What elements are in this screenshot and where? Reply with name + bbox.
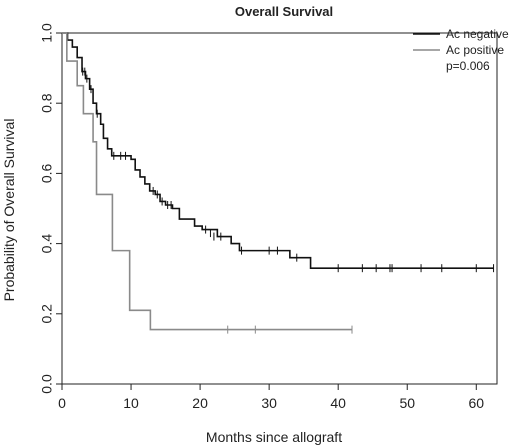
legend: Ac negative Ac positive p=0.006: [413, 27, 509, 73]
x-tick-label: 10: [123, 395, 139, 411]
legend-label-ac-positive: Ac positive: [446, 43, 504, 57]
x-tick-label: 0: [58, 395, 66, 411]
x-tick-label: 50: [399, 395, 415, 411]
x-tick-label: 40: [330, 395, 346, 411]
series-layer: [62, 32, 495, 334]
y-tick-label: 0.8: [39, 93, 55, 113]
axes: 0 10 20 30 40 50 60 0.0 0.2 0.4 0.6 0.8 1.0: [39, 23, 498, 411]
y-tick-label: 0.2: [39, 304, 55, 324]
y-tick-label: 0.6: [39, 163, 55, 183]
legend-label-ac-negative: Ac negative: [446, 27, 509, 41]
y-tick-label: 0.0: [39, 374, 55, 394]
series-line-ac-positive: [62, 32, 352, 331]
series-line-ac-negative: [62, 32, 494, 269]
p-value-annotation: p=0.006: [446, 59, 490, 73]
chart-title: Overall Survival: [235, 4, 333, 19]
plot-frame: [61, 32, 498, 385]
y-axis-label: Probability of Overall Survival: [1, 119, 17, 302]
x-tick-label: 60: [468, 395, 484, 411]
y-tick-label: 0.4: [39, 234, 55, 254]
x-tick-label: 20: [192, 395, 208, 411]
y-tick-label: 1.0: [39, 23, 55, 43]
x-tick-label: 30: [261, 395, 277, 411]
x-axis-label: Months since allograft: [206, 429, 342, 445]
